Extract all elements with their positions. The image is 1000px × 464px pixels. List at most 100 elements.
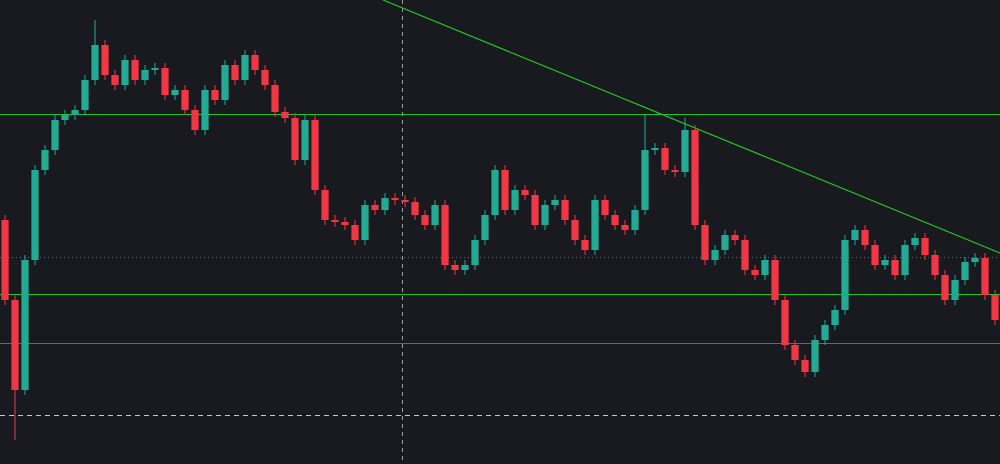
- candle-body: [31, 170, 39, 260]
- candle-body: [531, 195, 539, 225]
- candle-body: [71, 110, 79, 115]
- candle-body: [411, 202, 419, 215]
- candle-body: [541, 205, 549, 225]
- candle-body: [271, 85, 279, 112]
- candle-body: [441, 205, 449, 265]
- candle-body: [191, 110, 199, 130]
- candle-body: [941, 275, 949, 300]
- trend-line: [382, 0, 1000, 254]
- candle-body: [291, 118, 299, 160]
- candle-body: [841, 240, 849, 310]
- candle-body: [561, 200, 569, 220]
- candle-body: [511, 190, 519, 210]
- candle-body: [971, 258, 979, 262]
- candle-body: [131, 60, 139, 80]
- candle-body: [611, 215, 619, 225]
- candle-body: [521, 190, 529, 195]
- candle-body: [381, 198, 389, 210]
- candle-body: [391, 198, 399, 200]
- candle-body: [691, 130, 699, 225]
- candle-body: [491, 170, 499, 215]
- candle-body: [861, 230, 869, 245]
- candle-body: [501, 170, 509, 210]
- candle-body: [351, 225, 359, 240]
- candle-body: [801, 360, 809, 372]
- candle-body: [81, 80, 89, 110]
- candle-body: [931, 255, 939, 275]
- candle-body: [171, 90, 179, 95]
- candle-body: [261, 70, 269, 85]
- candle-body: [211, 90, 219, 100]
- candle-body: [781, 300, 789, 345]
- candle-body: [661, 148, 669, 170]
- candle-body: [751, 270, 759, 275]
- candle-body: [21, 260, 29, 390]
- candle-body: [241, 55, 249, 80]
- candle-body: [821, 325, 829, 340]
- candle-body: [681, 130, 689, 172]
- candle-body: [301, 120, 309, 160]
- candle-body: [731, 235, 739, 240]
- candle-body: [41, 150, 49, 170]
- candle-body: [631, 210, 639, 230]
- candle-body: [921, 238, 929, 255]
- candle-body: [281, 112, 289, 118]
- candle-body: [671, 170, 679, 172]
- candle-body: [641, 150, 649, 210]
- candle-body: [471, 240, 479, 265]
- candle-body: [701, 225, 709, 260]
- candle-body: [321, 190, 329, 220]
- candle-body: [791, 345, 799, 360]
- candle-body: [51, 120, 59, 150]
- candle-body: [711, 250, 719, 260]
- candle-body: [371, 205, 379, 210]
- candle-body: [11, 300, 19, 390]
- candle-body: [61, 115, 69, 120]
- candle-body: [581, 240, 589, 250]
- candle-body: [331, 220, 339, 222]
- candle-body: [851, 230, 859, 240]
- candle-body: [181, 90, 189, 110]
- candle-body: [481, 215, 489, 240]
- candle-body: [161, 68, 169, 95]
- candle-body: [431, 205, 439, 225]
- candle-body: [811, 340, 819, 372]
- candle-body: [421, 215, 429, 225]
- candle-body: [111, 75, 119, 85]
- candle-body: [221, 65, 229, 100]
- candle-body: [721, 235, 729, 250]
- candle-body: [881, 260, 889, 265]
- candle-body: [601, 200, 609, 215]
- candle-body: [651, 148, 659, 150]
- candle-body: [341, 222, 349, 225]
- candle-body: [961, 262, 969, 280]
- candle-body: [101, 45, 109, 75]
- candle-body: [121, 60, 129, 85]
- candle-body: [251, 55, 259, 70]
- candle-body: [551, 200, 559, 205]
- candle-body: [361, 205, 369, 240]
- candle-body: [311, 120, 319, 190]
- candle-body: [1, 220, 9, 300]
- candle-body: [891, 260, 899, 275]
- candle-body: [771, 260, 779, 300]
- candle-body: [141, 70, 149, 80]
- candle-body: [201, 90, 209, 130]
- candle-body: [151, 68, 159, 70]
- candle-body: [761, 260, 769, 275]
- candle-body: [901, 245, 909, 275]
- candle-body: [911, 238, 919, 245]
- candle-body: [981, 258, 989, 295]
- candle-body: [231, 65, 239, 80]
- candle-body: [741, 240, 749, 270]
- candle-body: [871, 245, 879, 265]
- candle-body: [571, 220, 579, 240]
- candle-body: [991, 295, 999, 320]
- candle-body: [451, 265, 459, 270]
- candle-body: [621, 225, 629, 230]
- candle-body: [461, 265, 469, 270]
- candle-body: [951, 280, 959, 300]
